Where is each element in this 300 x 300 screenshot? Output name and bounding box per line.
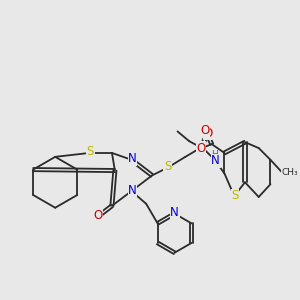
Text: O: O [200, 124, 209, 137]
Text: S: S [87, 146, 94, 158]
Text: O: O [94, 209, 103, 222]
Text: N: N [170, 206, 179, 219]
Text: N: N [128, 184, 137, 196]
Text: H: H [211, 150, 218, 159]
Text: O: O [203, 127, 212, 140]
Text: N: N [211, 154, 220, 167]
Text: S: S [232, 190, 239, 202]
Text: O: O [196, 142, 206, 154]
Text: N: N [128, 152, 137, 165]
Text: S: S [164, 160, 171, 173]
Text: CH₃: CH₃ [282, 168, 298, 177]
